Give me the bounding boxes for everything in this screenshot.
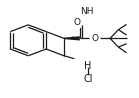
Polygon shape <box>64 36 80 40</box>
Text: O: O <box>91 34 98 43</box>
Text: Cl: Cl <box>83 74 93 84</box>
Text: H: H <box>84 61 92 71</box>
Text: •: • <box>70 35 73 40</box>
Text: O: O <box>74 18 81 27</box>
Text: NH: NH <box>80 7 93 16</box>
